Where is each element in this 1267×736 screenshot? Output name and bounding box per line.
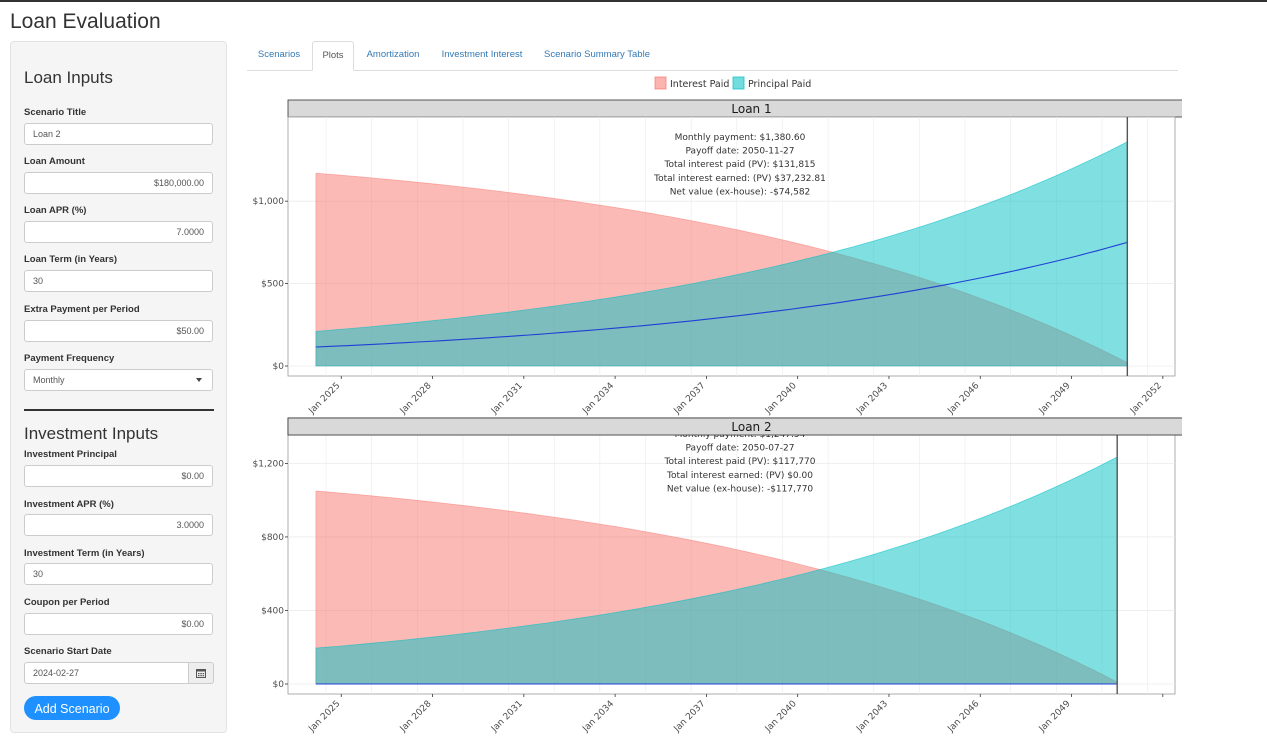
loan1-xtick-label: Jan 2031 [489,381,525,417]
add-scenario-button[interactable]: Add Scenario [24,696,120,720]
investment-term-label: Investment Term (in Years) [24,548,145,559]
loan-inputs-heading: Loan Inputs [24,68,113,87]
loan1-xtick-label: Jan 2052 [1128,381,1164,417]
loan-apr-input[interactable] [24,221,213,243]
investment-term-input[interactable] [24,563,213,585]
investment-principal-input[interactable] [24,465,213,487]
loan2-annotation-5: Net value (ex-house): -$117,770 [667,484,814,494]
loan1-investment-line [315,241,1128,348]
start-date-input[interactable] [24,662,189,684]
loan1-xtick-label: Jan 2043 [854,381,890,417]
tab-amortization[interactable]: Amortization [366,49,420,60]
legend-key-principal [732,76,745,90]
extra-payment-label: Extra Payment per Period [24,304,140,315]
loan2-ytick-label: $1,200 [253,459,285,469]
coupon-label: Coupon per Period [24,597,110,608]
loan1-xtick-label: Jan 2046 [946,381,982,417]
loan2-xtick-label: Jan 2034 [580,699,616,735]
payment-frequency-label: Payment Frequency [24,353,115,364]
payment-frequency-value: Monthly [33,375,65,385]
extra-payment-input[interactable] [24,320,213,342]
caret-down-icon [196,378,202,382]
tab-investment-interest[interactable]: Investment Interest [441,49,523,60]
section-divider [24,409,214,411]
loan1-ytick-label: $0 [273,362,285,372]
calendar-button[interactable] [189,662,214,684]
calendar-icon [196,669,206,678]
loan2-ytick-label: $0 [273,680,285,690]
loan2-xtick-label: Jan 2028 [398,699,434,735]
loan-apr-label: Loan APR (%) [24,205,87,216]
legend-label-principal: Principal Paid [748,79,811,90]
loan2-principal-area [315,456,1118,685]
top-border [0,0,1267,2]
loan2-xtick-label: Jan 2031 [489,699,525,735]
loan1-xtick-label: Jan 2025 [307,381,343,417]
loan2-xtick-label: Jan 2025 [307,699,343,735]
loan1-annotation-1: Monthly payment: $1,380.60 [675,133,806,143]
investment-apr-label: Investment APR (%) [24,499,114,510]
loan2-xtick-label: Jan 2049 [1037,699,1073,735]
tab-scenarios[interactable]: Scenarios [257,49,301,60]
loan2-strip-overlay [287,417,1182,436]
loan1-xtick-label: Jan 2037 [672,381,708,417]
loan1-annotation-4: Total interest earned: (PV) $37,232.81 [653,174,826,184]
loan1-annotation-2: Payoff date: 2050-11-27 [686,147,795,157]
page-title: Loan Evaluation [10,10,161,33]
investment-inputs-heading: Investment Inputs [24,424,159,443]
loan2-annotation-2: Payoff date: 2050-07-27 [686,444,795,454]
loan-amount-input[interactable] [24,172,213,194]
loan2-title-overlay: Loan 2 [731,420,771,434]
investment-principal-label: Investment Principal [24,449,117,460]
loan-term-input[interactable] [24,270,213,292]
loan2-xtick-label: Jan 2040 [763,699,799,735]
loan1-title: Loan 1 [731,102,771,116]
loan2-annotation-3: Total interest paid (PV): $117,770 [663,457,815,467]
loan2-xtick-label: Jan 2043 [854,699,890,735]
tab-plots[interactable]: Plots [312,41,354,71]
tab-bar: Scenarios Plots Amortization Investment … [247,41,1178,71]
scenario-title-label: Scenario Title [24,107,87,118]
loan1-xtick-label: Jan 2034 [580,381,616,417]
loan1-xtick-label: Jan 2040 [763,381,799,417]
payment-frequency-select[interactable]: Monthly [24,369,213,391]
loan1-annotation-5: Net value (ex-house): -$74,582 [670,187,811,197]
loan1-xtick-label: Jan 2028 [398,381,434,417]
loan-plots-chart: Interest Paid Principal Paid Loan 1 $0 $500 $… [253,76,1182,735]
scenario-title-input[interactable] [24,123,213,145]
loan1-xtick-label: Jan 2049 [1037,381,1073,417]
loan2-ytick-label: $800 [261,533,284,543]
loan1-ytick-label: $1,000 [253,197,285,207]
tab-scenario-summary-table[interactable]: Scenario Summary Table [544,49,650,60]
loan1-principal-area [315,141,1128,367]
sidebar-panel: Loan Inputs Scenario Title Loan Amount L… [10,41,227,733]
loan2-xtick-label: Jan 2037 [672,699,708,735]
loan1-ytick-label: $500 [261,280,284,290]
loan-amount-label: Loan Amount [24,156,85,167]
loan1-annotation-3: Total interest paid (PV): $131,815 [663,160,815,170]
coupon-input[interactable] [24,613,213,635]
start-date-label: Scenario Start Date [24,646,112,657]
legend-label-interest: Interest Paid [670,79,729,90]
loan2-annotation-4: Total interest earned: (PV) $0.00 [666,471,813,481]
investment-apr-input[interactable] [24,514,213,536]
loan2-ytick-label: $400 [261,606,284,616]
loan-term-label: Loan Term (in Years) [24,254,118,265]
legend-key-interest [654,76,667,90]
loan2-xtick-label: Jan 2046 [946,699,982,735]
